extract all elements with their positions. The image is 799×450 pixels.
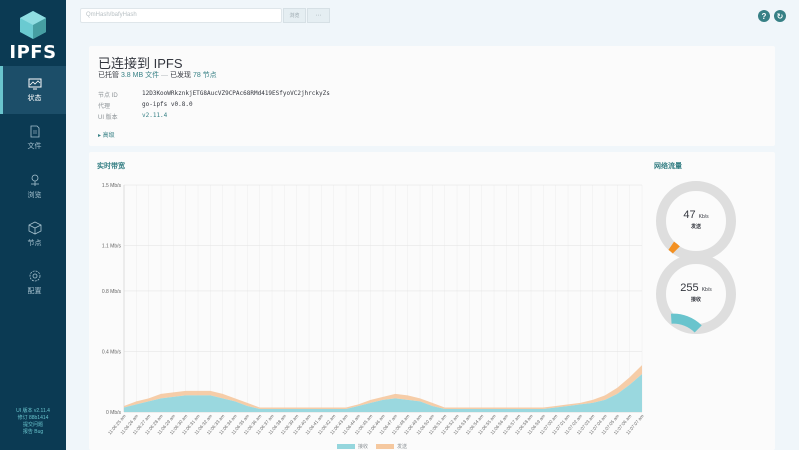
bug-report-link[interactable]: 报告 Bug [22, 429, 44, 435]
legend-send-swatch [376, 444, 395, 449]
sidebar-item-peers[interactable]: 节点 [0, 210, 66, 258]
legend-receive[interactable]: 接收 [337, 443, 368, 450]
legend-receive-label: 接收 [358, 444, 369, 450]
bandwidth-panel: 实时带宽 网络流量 1.5 Mb/s 1.1 Mb/s 0.8 Mb/s 0.4 Mb… [89, 152, 775, 450]
connection-icon[interactable]: ↻ [774, 10, 786, 22]
discovered-value[interactable]: 78 节点 [192, 72, 217, 79]
agent-label: 代理 [98, 104, 111, 110]
in-gauge-value: 255 Kb/s [666, 282, 726, 294]
out-unit: Kb/s [698, 214, 709, 220]
sidebar-item-label: 配置 [27, 287, 42, 295]
out-gauge-fill [668, 241, 680, 254]
explore-icon [30, 174, 39, 186]
browse-button[interactable]: 浏览 [283, 8, 306, 23]
revision-link[interactable]: 修订 88b1414 [17, 415, 49, 421]
agent-value: go-ipfs v0.8.0 [142, 101, 193, 108]
version-info: UI 版本 v2.11.4 修订 88b1414 提交问题 报告 Bug [0, 408, 66, 436]
hosting-value[interactable]: 3.8 MB 文件 [120, 72, 160, 79]
chart-legend: 接收 发送 [337, 443, 407, 450]
status-summary: 已托管 3.8 MB 文件 — 已发现 78 节点 [98, 70, 217, 80]
ui-version-label: UI 版本 [98, 115, 118, 121]
summary-separator: — [161, 72, 169, 79]
out-gauge-value: 47 Kb/s [666, 209, 726, 221]
discovered-label: 已发现 [169, 72, 191, 79]
advanced-toggle[interactable]: ▸ 高级 [98, 133, 115, 139]
ipfs-cube-icon [20, 11, 46, 39]
legend-send-label: 发送 [397, 444, 408, 450]
ui-version-value[interactable]: v2.11.4 [142, 112, 168, 119]
issue-link[interactable]: 提交问题 [22, 422, 43, 428]
legend-send[interactable]: 发送 [376, 443, 407, 450]
help-icon[interactable]: ? [758, 10, 770, 22]
in-gauge-fill [670, 313, 702, 333]
sidebar: IPFS 状态 文件 浏览 [0, 0, 66, 450]
bandwidth-chart: 1.5 Mb/s1.1 Mb/s0.8 Mb/s0.4 Mb/s0 Mb/s11… [102, 183, 645, 436]
y-tick-label: 1.1 Mb/s [102, 244, 122, 250]
sidebar-item-status[interactable]: 状态 [0, 66, 66, 114]
hosting-label: 已托管 [98, 72, 119, 79]
traffic-gauges [656, 181, 736, 334]
y-tick-label: 1.5 Mb/s [102, 183, 122, 189]
help-icon-glyph: ? [761, 11, 767, 21]
status-icon [28, 78, 41, 89]
sidebar-nav: 状态 文件 浏览 节点 [0, 66, 66, 306]
ui-version-link[interactable]: UI 版本 v2.11.4 [16, 408, 50, 414]
in-gauge-label: 接收 [690, 297, 701, 303]
sidebar-item-label: 文件 [27, 143, 42, 150]
out-gauge-label: 发送 [690, 224, 701, 230]
more-icon: ⋯ [315, 13, 322, 19]
traffic-title: 网络流量 [654, 163, 682, 170]
peers-icon [28, 221, 41, 234]
bandwidth-title: 实时带宽 [97, 163, 125, 170]
search-input[interactable]: QmHash/bafyHash [80, 8, 282, 23]
sidebar-item-label: 节点 [27, 239, 42, 247]
in-unit: Kb/s [701, 287, 712, 293]
logo-text: IPFS [9, 42, 57, 63]
sidebar-item-settings[interactable]: 配置 [0, 258, 66, 306]
sidebar-item-label: 浏览 [27, 191, 42, 199]
peer-id-label: 节点 ID [98, 93, 118, 99]
y-tick-label: 0 Mb/s [106, 410, 122, 416]
files-icon [30, 125, 39, 138]
connection-icon-glyph: ↻ [776, 11, 784, 21]
page-title: 已连接到 IPFS [98, 56, 183, 71]
legend-receive-swatch [337, 444, 355, 449]
series-receive-area [124, 374, 642, 412]
more-button[interactable]: ⋯ [307, 8, 330, 23]
browse-button-label: 浏览 [289, 13, 300, 19]
sidebar-item-explore[interactable]: 浏览 [0, 162, 66, 210]
y-tick-label: 0.4 Mb/s [102, 349, 122, 355]
settings-icon [29, 270, 40, 281]
ipfs-logo[interactable]: IPFS [0, 10, 66, 63]
in-value: 255 [680, 282, 699, 294]
sidebar-item-label: 状态 [27, 94, 42, 102]
sidebar-item-files[interactable]: 文件 [0, 114, 66, 162]
y-tick-label: 0.8 Mb/s [102, 289, 122, 295]
peer-id-value: 12D3KooWRkznkjETG8AucVZ9CPAc68RMd419ESfy… [142, 90, 330, 97]
out-value: 47 [683, 209, 696, 221]
status-panel: 已连接到 IPFS 已托管 3.8 MB 文件 — 已发现 78 节点 节点 I… [89, 46, 775, 146]
